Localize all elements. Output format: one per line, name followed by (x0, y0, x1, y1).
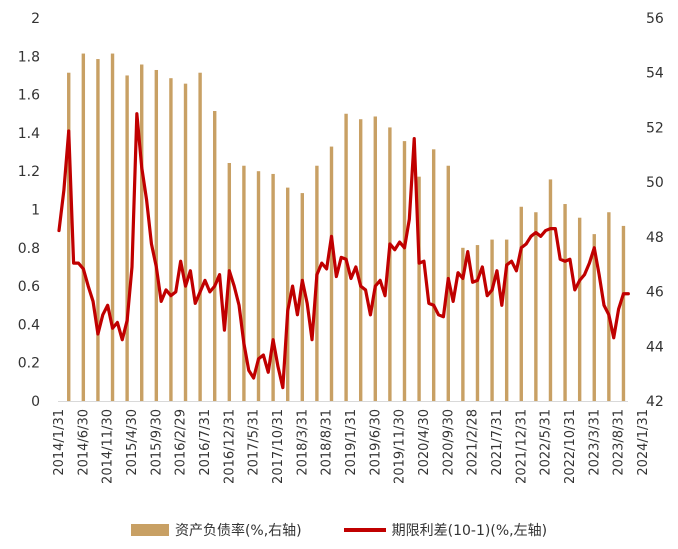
x-tick-label: 2019/6/30 (368, 409, 383, 476)
debt-ratio-bar-19 (344, 113, 348, 401)
x-tick-label: 2021/7/31 (490, 409, 505, 476)
left-tick-label: 0.4 (18, 317, 40, 333)
left-tick-label: 1.8 (18, 49, 40, 65)
debt-ratio-bar-6 (154, 69, 159, 401)
x-tick-label: 2015/4/30 (125, 409, 140, 476)
debt-ratio-bar-16 (300, 193, 304, 401)
x-tick-label: 2022/10/31 (563, 409, 578, 484)
debt-ratio-bar-18 (329, 146, 334, 401)
x-tick-label: 2016/7/31 (198, 409, 213, 476)
left-tick-label: 1 (31, 203, 40, 219)
x-tick-label: 2023/3/31 (587, 409, 602, 476)
legend-item-bar: 资产负债率(%,右轴) (130, 520, 302, 540)
debt-ratio-bar-13 (256, 171, 261, 401)
spread-series-line (57, 112, 630, 390)
x-tick-label: 2014/1/31 (52, 409, 67, 476)
debt-ratio-bar-25 (431, 149, 436, 401)
debt-ratio-bar-7 (169, 78, 173, 401)
debt-ratio-bar-10 (213, 111, 217, 401)
debt-ratio-bar-4 (125, 75, 129, 401)
x-tick-label: 2019/1/31 (344, 409, 359, 476)
debt-ratio-bar-32 (534, 212, 538, 401)
bars-layer (67, 53, 626, 402)
left-tick-label: 1.6 (18, 88, 40, 104)
debt-ratio-bar-14 (271, 173, 275, 401)
debt-ratio-bar-23 (402, 141, 407, 402)
debt-ratio-bar-5 (140, 64, 144, 401)
debt-ratio-bar-24 (417, 176, 421, 401)
debt-ratio-bar-30 (504, 239, 509, 401)
right-tick-label: 56 (646, 11, 664, 27)
legend-label-bar: 资产负债率(%,右轴) (174, 523, 302, 539)
debt-ratio-bar-33 (548, 179, 553, 401)
right-tick-label: 46 (646, 285, 664, 301)
left-tick-label: 0.2 (18, 356, 40, 372)
left-tick-label: 1.2 (18, 164, 40, 180)
left-tick-label: 0.8 (18, 241, 40, 257)
x-tick-label: 2024/1/31 (636, 409, 651, 476)
x-tick-label: 2020/4/30 (417, 409, 432, 476)
x-tick-label: 2018/3/31 (295, 409, 310, 476)
right-tick-label: 42 (646, 394, 664, 410)
left-tick-label: 0 (31, 394, 40, 410)
debt-ratio-bar-9 (198, 72, 202, 402)
x-tick-label: 2016/12/31 (222, 409, 237, 484)
debt-ratio-bar-22 (388, 127, 392, 402)
x-tick-label: 2019/11/30 (393, 409, 408, 484)
x-tick-label: 2022/5/31 (539, 409, 554, 476)
debt-ratio-bar-34 (563, 204, 567, 401)
debt-ratio-bar-12 (242, 165, 246, 401)
debt-ratio-bar-27 (461, 247, 465, 401)
legend-swatch-line (343, 528, 386, 532)
x-axis-ticks: 2014/1/31 2014/6/30 2014/11/30 2015/4/30 201… (52, 409, 651, 484)
debt-ratio-bar-0 (67, 72, 71, 402)
debt-ratio-bar-38 (621, 225, 626, 401)
legend-swatch-bar (130, 524, 169, 536)
x-tick-label: 2018/8/31 (320, 409, 335, 476)
left-tick-label: 1.4 (18, 126, 40, 142)
left-axis-ticks: 0 0.2 0.4 0.6 0.8 1 1.2 1.4 1.6 1.8 2 (18, 11, 40, 410)
debt-ratio-bar-1 (81, 53, 86, 402)
debt-ratio-bar-8 (183, 83, 188, 401)
right-tick-label: 48 (646, 230, 664, 246)
debt-ratio-bar-29 (490, 239, 494, 401)
debt-ratio-bar-37 (607, 212, 611, 401)
x-tick-label: 2021/2/28 (466, 409, 481, 476)
debt-ratio-bar-21 (373, 116, 377, 402)
x-tick-label: 2023/8/31 (612, 409, 627, 476)
right-tick-label: 54 (646, 66, 664, 82)
legend: 资产负债率(%,右轴) 期限利差(10-1)(%,左轴) (0, 518, 678, 542)
x-tick-label: 2014/6/30 (76, 409, 91, 476)
debt-ratio-bar-3 (110, 53, 115, 402)
x-tick-label: 2015/9/30 (149, 409, 164, 476)
x-tick-label: 2017/5/31 (247, 409, 262, 476)
legend-label-line: 期限利差(10-1)(%,左轴) (391, 523, 548, 539)
debt-ratio-bar-2 (96, 59, 100, 401)
right-tick-label: 44 (646, 339, 664, 355)
left-tick-label: 2 (31, 11, 40, 27)
right-tick-label: 52 (646, 120, 664, 136)
debt-ratio-bar-36 (592, 234, 596, 401)
right-tick-label: 50 (646, 175, 664, 191)
debt-ratio-bar-35 (577, 217, 582, 401)
debt-ratio-bar-31 (519, 206, 523, 401)
left-tick-label: 0.6 (18, 279, 40, 295)
x-tick-label: 2016/2/29 (174, 409, 189, 476)
x-tick-label: 2014/11/30 (101, 409, 116, 484)
legend-item-line: 期限利差(10-1)(%,左轴) (343, 520, 548, 540)
debt-ratio-bar-20 (358, 119, 363, 401)
debt-ratio-bar-15 (286, 187, 290, 401)
x-tick-label: 2017/10/31 (271, 409, 286, 484)
x-tick-label: 2020/9/30 (441, 409, 456, 476)
right-axis-ticks: 42 44 46 48 50 52 54 56 (646, 11, 664, 410)
debt-ratio-bar-28 (475, 245, 480, 401)
x-tick-label: 2021/12/31 (514, 409, 529, 484)
